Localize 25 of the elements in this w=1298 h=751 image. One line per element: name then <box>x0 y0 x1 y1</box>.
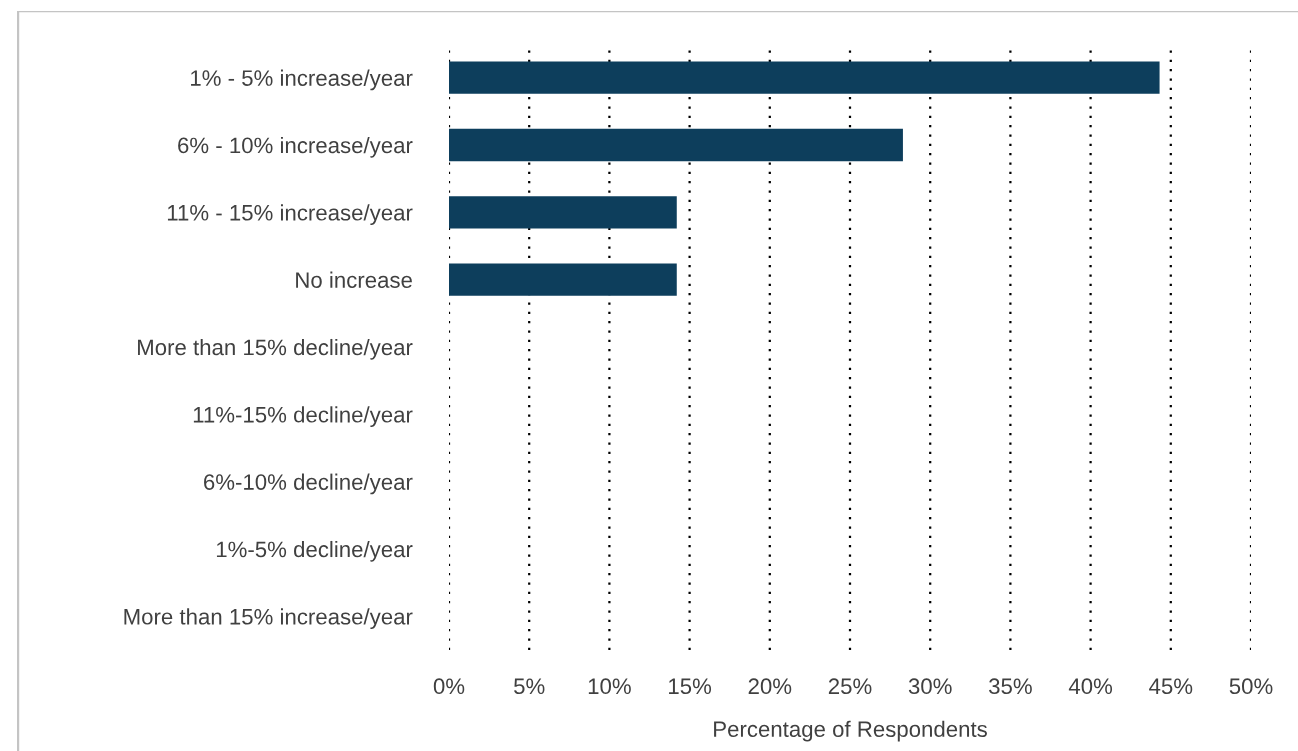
x-tick-label: 50% <box>1229 678 1273 695</box>
y-tick-label: More than 15% decline/year <box>138 338 413 360</box>
y-tick-label: 11% - 15% increase/year <box>167 204 413 225</box>
x-tick-label: 35% <box>989 678 1032 695</box>
bar <box>449 128 903 162</box>
bar <box>449 263 677 296</box>
x-tick-label: 5% <box>514 678 545 695</box>
y-tick-label: 1%-5% decline/year <box>216 540 413 562</box>
x-tick-label: 25% <box>828 678 872 695</box>
x-tick-label: 0% <box>433 678 465 695</box>
y-tick-label: More than 15% increase/year <box>124 608 413 629</box>
x-tick-label: 20% <box>748 678 792 695</box>
bar <box>449 196 677 229</box>
x-axis-title: Percentage of Respondents <box>714 720 987 742</box>
x-tick-label: 10% <box>588 678 631 695</box>
x-tick-label: 15% <box>669 678 712 695</box>
y-tick-label: No increase <box>296 271 412 288</box>
y-tick-label: 6%-10% decline/year <box>204 473 413 495</box>
x-tick-label: 45% <box>1149 678 1193 695</box>
x-tick-label: 30% <box>908 678 952 695</box>
x-tick-label: 40% <box>1068 678 1113 695</box>
y-tick-label: 1% - 5% increase/year <box>191 69 413 91</box>
bar <box>449 61 1160 94</box>
y-tick-label: 11%-15% decline/year <box>193 406 413 427</box>
y-tick-label: 6% - 10% increase/year <box>178 136 413 158</box>
